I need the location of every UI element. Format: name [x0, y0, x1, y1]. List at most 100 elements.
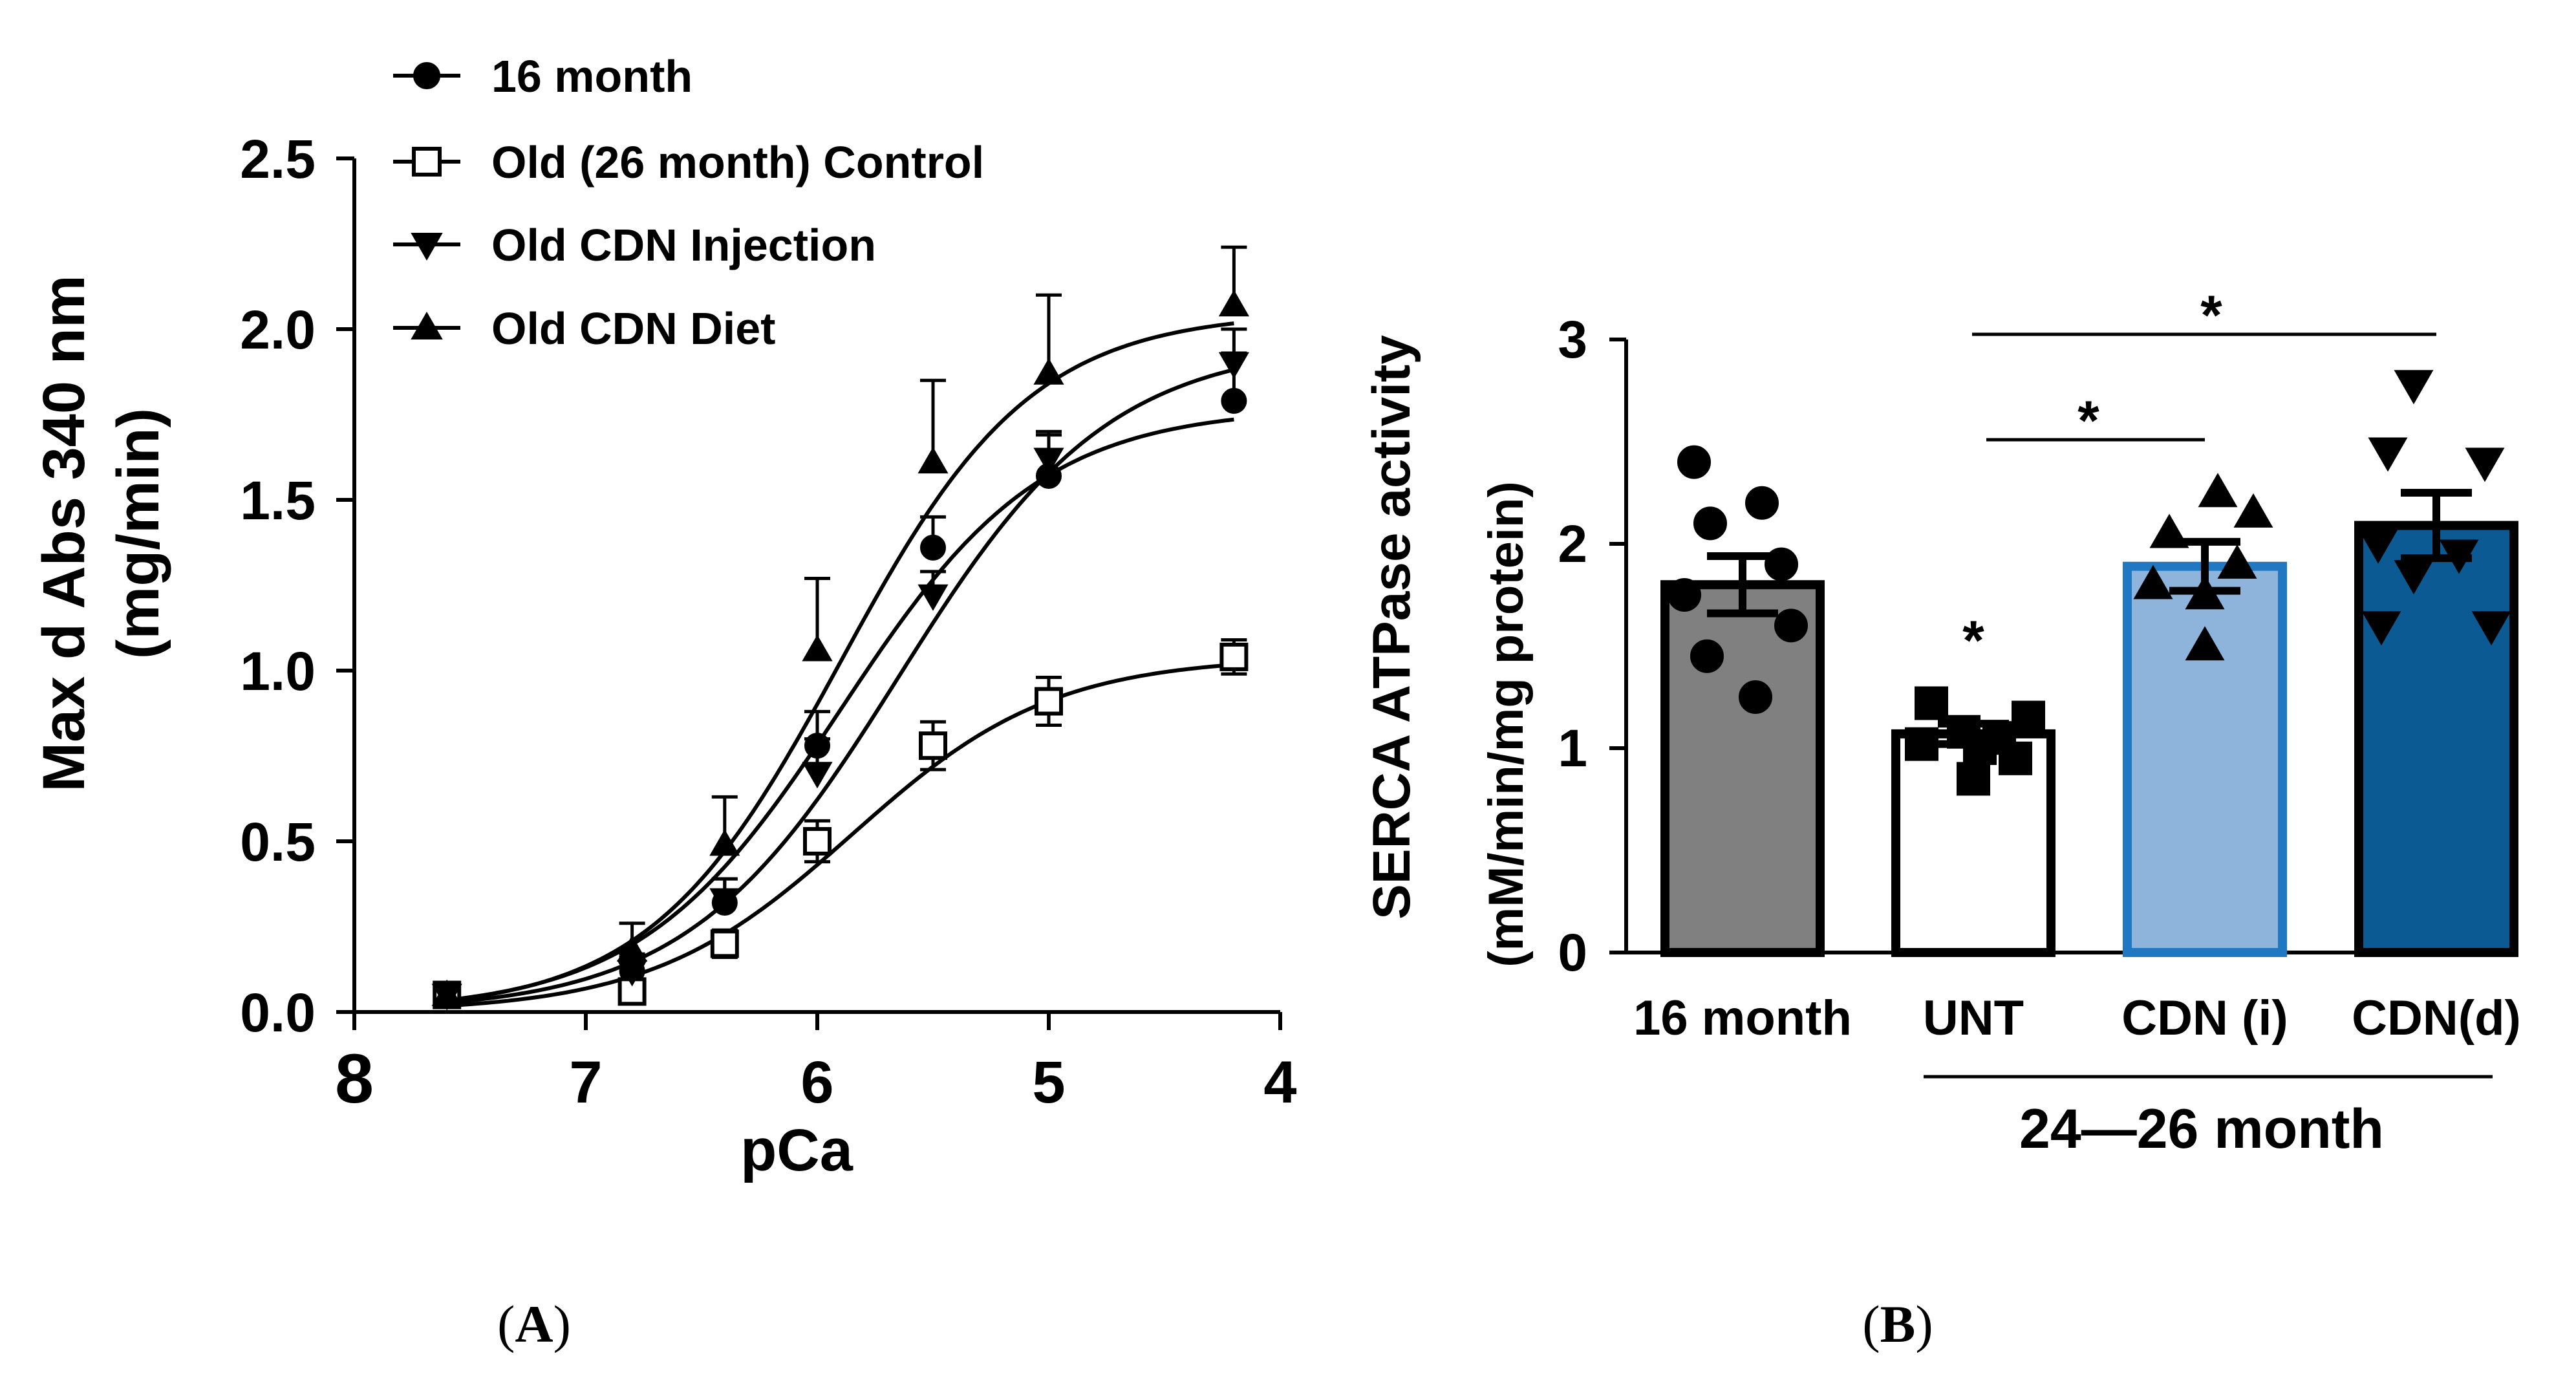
panel-a-y-tick-label: 1.0: [240, 641, 316, 702]
panel-a-point-series-3: [918, 584, 949, 611]
panel-b-point-group-4: [2358, 529, 2398, 564]
panel-b-point-group-2: [1963, 731, 1997, 765]
panel-b-point-group-3: [2185, 626, 2225, 661]
panel-b-error-bars: [1707, 489, 2472, 748]
panel-b-caption-letter: B: [1880, 1295, 1916, 1353]
panel-a-y-ticks: 0.0 0.5 1.0 1.5 2.0 2.5: [240, 129, 354, 1043]
panel-a-legend-label-3: Old CDN Injection: [491, 220, 876, 270]
panel-a-point-series-4: [709, 829, 740, 856]
panel-b-point-group-4: [2368, 437, 2408, 472]
panel-b-point-group-4: [2361, 611, 2401, 646]
panel-b-point-group-1: [1693, 506, 1727, 541]
panel-a-y-tick-label: 2.5: [240, 129, 316, 189]
panel-b-y-tick-label: 2: [1558, 515, 1587, 574]
panel-b-point-group-4: [2465, 447, 2505, 482]
panel-a-point-series-4: [1218, 290, 1249, 317]
panel-a-x-label: pCa: [740, 1117, 853, 1183]
panel-b-category-label-1: 16 month: [1633, 991, 1852, 1046]
panel-a-x-tick-label: 7: [569, 1050, 602, 1115]
panel-b-point-group-1: [1739, 680, 1772, 714]
panel-a-point-series-2: [617, 977, 647, 1006]
panel-a-y-label-line1: Max d Abs 340 nm: [31, 275, 97, 791]
panel-a-legend-label-2: Old (26 month) Control: [491, 137, 984, 188]
panel-a-line-chart: 0.0 0.5 1.0 1.5 2.0 2.5 8 7 6 5 4 16 month Old (26…: [31, 51, 1297, 1353]
panel-b-point-group-3: [2217, 544, 2257, 579]
panel-a-data-points: [431, 245, 1249, 1011]
panel-a-point-series-1: [1221, 387, 1247, 414]
panel-a-legend-marker-3: [411, 233, 443, 261]
panel-b-point-group-1: [1745, 486, 1779, 520]
panel-a-y-label-line2: (mg/min): [105, 408, 171, 659]
panel-b-point-group-1: [1677, 445, 1711, 479]
panel-a-point-series-2: [919, 731, 947, 760]
panel-a-x-tick-label: 6: [800, 1050, 833, 1115]
panel-b-unt-significance-star: *: [1962, 610, 1984, 672]
panel-a-legend-marker-2: [412, 147, 442, 177]
panel-a-legend: 16 month Old (26 month) Control Old CDN In…: [393, 51, 984, 354]
panel-a-point-series-3: [1033, 447, 1064, 475]
panel-b-category-label-3: CDN (i): [2121, 991, 2288, 1046]
panel-b-point-group-1: [1668, 578, 1701, 612]
panel-b-group-label: 24—26 month: [2019, 1098, 2384, 1160]
panel-b-category-labels: 16 month UNT CDN (i) CDN(d): [1633, 991, 2521, 1046]
panel-a-point-series-2: [1219, 642, 1249, 671]
panel-b-point-group-4: [2471, 611, 2511, 646]
panel-a-x-tick-label: 8: [335, 1039, 374, 1117]
panel-a-y-tick-label: 2.0: [240, 299, 316, 360]
panel-a-point-series-1: [920, 534, 946, 561]
panel-b-category-label-2: UNT: [1923, 991, 2024, 1046]
panel-a-legend-marker-1: [413, 62, 440, 89]
panel-a-y-tick-label: 0.5: [240, 812, 316, 872]
panel-b-bracket-cdn-d-star: *: [2200, 285, 2222, 347]
panel-a-point-series-4: [1033, 358, 1064, 385]
panel-a-legend-marker-4: [411, 311, 443, 339]
panel-a-fit-curves: [446, 321, 1235, 1008]
panel-a-point-series-4: [918, 447, 949, 474]
panel-b-point-group-1: [1774, 608, 1808, 643]
panel-b-caption: (B): [1862, 1295, 1933, 1353]
panel-a-y-tick-label: 0.0: [240, 982, 316, 1043]
panel-b-point-group-2: [1905, 727, 1938, 761]
panel-a-point-series-2: [1035, 687, 1063, 716]
panel-b-bar-3: [2123, 561, 2287, 957]
panel-a-legend-label-4: Old CDN Diet: [491, 303, 775, 354]
panel-b-bar-4: [2354, 521, 2518, 957]
panel-a-point-series-4: [617, 935, 648, 962]
panel-b-point-group-4: [2394, 370, 2434, 405]
panel-b-bar-1: [1660, 580, 1825, 957]
panel-a-caption: (A): [497, 1295, 571, 1353]
panel-a-fit-curve-3: [446, 367, 1235, 1005]
panel-a-point-series-4: [431, 979, 462, 1006]
panel-b-bar-chart: 0 1 2 3 16 month UNT CDN (i) CDN(d) SERCA ATPa…: [1362, 285, 2521, 1353]
panel-a-y-tick-label: 1.5: [240, 470, 316, 531]
panel-b-point-group-3: [2233, 493, 2273, 528]
panel-a-legend-label-1: 16 month: [491, 51, 692, 102]
panel-a-point-series-2: [803, 827, 832, 856]
panel-b-y-label-line2: (mM/min/mg protein): [1479, 481, 1534, 967]
panel-b-point-group-3: [2198, 473, 2238, 508]
panel-a-point-series-3: [802, 762, 833, 789]
panel-b-y-tick-label: 3: [1558, 310, 1587, 369]
panel-b-bracket-cdn-i-star: *: [2077, 390, 2099, 452]
panel-b-point-group-2: [2012, 700, 2045, 735]
panel-b-y-label-line1: SERCA ATPase activity: [1362, 335, 1421, 920]
panel-a-x-ticks: 8 7 6 5 4: [335, 1012, 1297, 1117]
panel-b-point-group-2: [1915, 686, 1948, 720]
panel-a-caption-letter: A: [515, 1295, 553, 1353]
panel-a-x-tick-label: 5: [1032, 1050, 1065, 1115]
panel-a-fit-curve-2: [447, 662, 1234, 1008]
panel-a-point-series-3: [1218, 352, 1249, 379]
panel-b-y-tick-label: 0: [1558, 923, 1587, 982]
panel-a-fit-curve-4: [446, 321, 1234, 1003]
panel-a-point-series-1: [804, 733, 830, 759]
panel-b-point-group-3: [2133, 565, 2173, 599]
panel-b-category-label-4: CDN(d): [2352, 991, 2521, 1046]
panel-b-point-group-1: [1690, 639, 1724, 673]
panel-a-point-series-4: [802, 634, 833, 662]
panel-b-point-group-2: [1957, 762, 1990, 796]
panel-b-y-ticks: 0 1 2 3: [1558, 310, 1626, 982]
panel-a-point-series-2: [710, 929, 739, 958]
panel-a-point-series-3: [709, 888, 740, 915]
panel-a-x-tick-label: 4: [1263, 1050, 1296, 1115]
